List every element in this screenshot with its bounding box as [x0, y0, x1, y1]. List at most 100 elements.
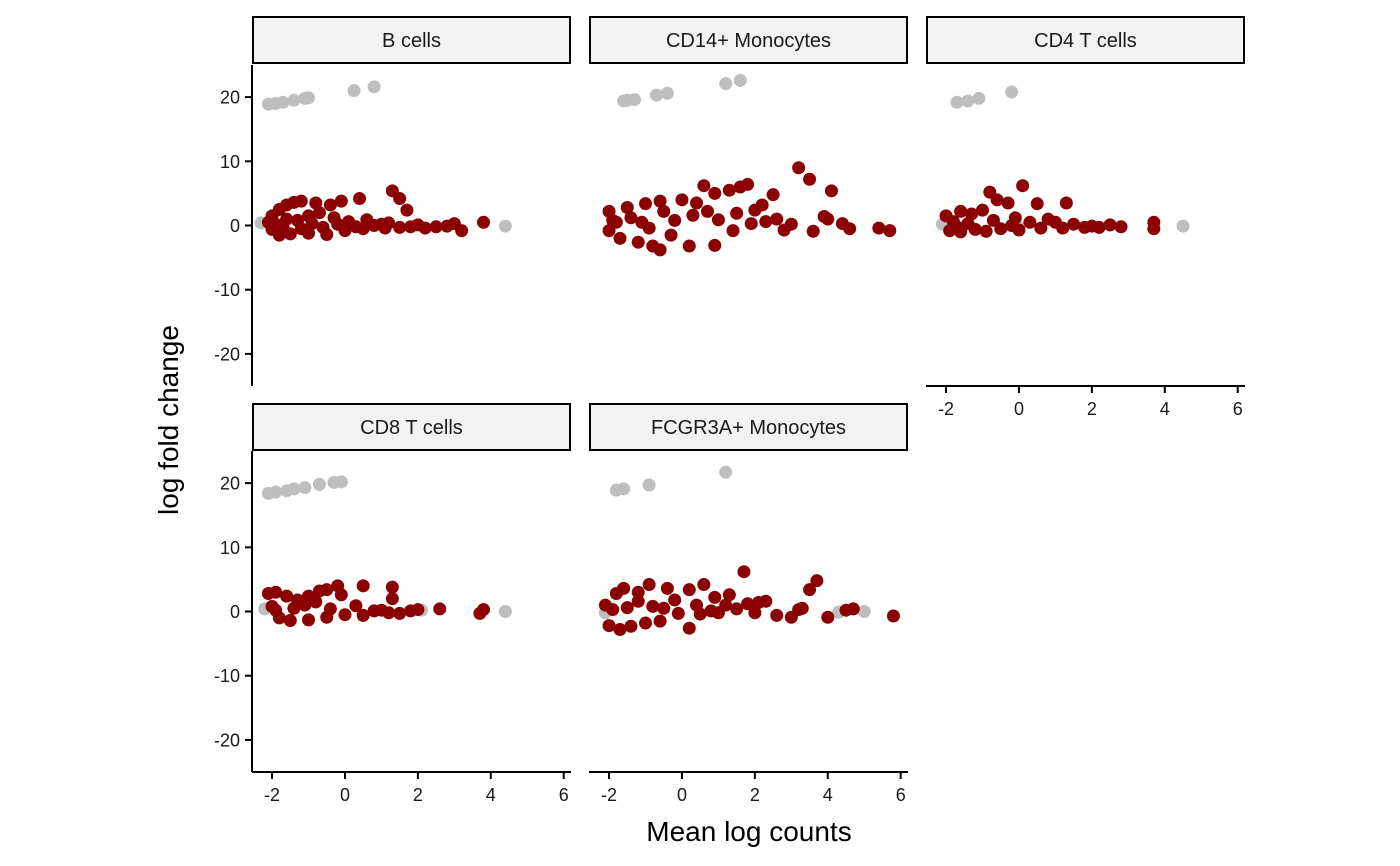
facet-strip — [589, 16, 908, 64]
x-tick-label: 6 — [1233, 399, 1243, 419]
data-point-significant — [298, 598, 312, 612]
data-point-significant — [1001, 196, 1015, 210]
data-point-significant — [323, 602, 337, 616]
data-point-significant — [349, 599, 363, 613]
data-point-significant — [653, 614, 667, 628]
facet-strip-label: CD14+ Monocytes — [666, 30, 831, 52]
data-point-significant — [316, 220, 330, 234]
data-point-not-significant — [367, 80, 381, 94]
data-point-significant — [455, 224, 469, 238]
data-point-significant — [1103, 218, 1117, 232]
data-point-significant — [954, 204, 968, 218]
data-point-significant — [385, 580, 399, 594]
data-point-significant — [1056, 221, 1070, 235]
data-point-significant — [686, 208, 700, 222]
data-point-significant — [961, 217, 975, 231]
data-point-significant — [1030, 197, 1044, 211]
data-point-significant — [726, 224, 740, 238]
x-tick-label: 4 — [1160, 399, 1170, 419]
y-tick-label: -20 — [214, 730, 240, 750]
data-point-significant — [356, 608, 370, 622]
data-point-significant — [976, 203, 990, 217]
data-point-not-significant — [498, 219, 512, 233]
data-point-significant — [418, 221, 432, 235]
x-tick-label: -2 — [938, 399, 954, 419]
data-point-significant — [606, 603, 620, 617]
data-point-significant — [784, 610, 798, 624]
y-tick-label: 0 — [230, 216, 240, 236]
facet-panel: CD4 T cells -2 0 2 4 6 — [926, 16, 1245, 419]
facet-strip-label: FCGR3A+ Monocytes — [651, 417, 846, 439]
data-point-significant — [631, 594, 645, 608]
y-axis-title: log fold change — [153, 325, 184, 515]
data-point-significant — [334, 194, 348, 208]
data-point-significant — [393, 220, 407, 234]
data-point-significant — [653, 243, 667, 257]
data-point-significant — [631, 585, 645, 599]
data-point-significant — [309, 595, 323, 609]
data-point-not-significant — [719, 465, 733, 479]
data-point-significant — [294, 194, 308, 208]
data-point-significant — [704, 604, 718, 618]
data-point-significant — [624, 619, 638, 633]
data-point-significant — [305, 217, 319, 231]
data-point-significant — [759, 215, 773, 229]
data-point-significant — [821, 610, 835, 624]
data-point-significant — [784, 217, 798, 231]
x-tick-label: -2 — [601, 785, 617, 805]
y-tick-label: -10 — [214, 280, 240, 300]
data-point-significant — [617, 581, 631, 595]
data-point-significant — [722, 588, 736, 602]
data-point-significant — [477, 603, 491, 617]
data-point-significant — [843, 222, 857, 236]
data-point-significant — [312, 206, 326, 220]
data-point-significant — [682, 583, 696, 597]
data-point-significant — [302, 613, 316, 627]
data-point-significant — [1092, 220, 1106, 234]
data-point-significant — [744, 217, 758, 231]
data-point-significant — [817, 210, 831, 224]
data-point-significant — [331, 217, 345, 231]
data-point-significant — [367, 219, 381, 232]
data-point-significant — [269, 585, 283, 599]
data-point-significant — [620, 601, 634, 615]
data-point-significant — [824, 184, 838, 198]
facet-strip-label: B cells — [382, 30, 441, 52]
data-point-significant — [979, 224, 993, 238]
data-point-not-significant — [269, 485, 283, 499]
data-point-significant — [269, 603, 283, 617]
x-tick-label: 4 — [486, 785, 496, 805]
data-point-significant — [624, 211, 638, 225]
data-point-significant — [653, 194, 667, 208]
data-point-significant — [356, 579, 370, 593]
x-tick-label: 6 — [896, 785, 906, 805]
data-point-significant — [400, 203, 414, 217]
data-point-significant — [708, 186, 722, 200]
data-point-significant — [338, 608, 352, 622]
data-point-significant — [690, 196, 704, 210]
data-point-significant — [382, 216, 396, 230]
data-point-significant — [748, 203, 762, 217]
data-point-significant — [657, 601, 671, 615]
data-point-significant — [429, 220, 443, 234]
data-point-significant — [950, 220, 964, 234]
data-point-not-significant — [649, 88, 663, 102]
data-point-significant — [1114, 220, 1128, 234]
data-point-significant — [1078, 220, 1092, 234]
data-point-significant — [675, 193, 689, 207]
data-point-significant — [690, 598, 704, 612]
data-point-not-significant — [498, 605, 512, 618]
data-point-significant — [752, 596, 766, 610]
data-point-significant — [700, 204, 714, 218]
x-tick-label: 2 — [413, 785, 423, 805]
data-point-not-significant — [719, 77, 733, 91]
data-point-significant — [883, 224, 897, 238]
x-tick-label: 0 — [340, 785, 350, 805]
data-point-significant — [803, 583, 817, 597]
data-point-significant — [711, 213, 725, 227]
data-point-significant — [697, 578, 711, 592]
data-point-significant — [639, 616, 653, 630]
data-point-significant — [766, 188, 780, 202]
y-tick-label: -10 — [214, 666, 240, 686]
